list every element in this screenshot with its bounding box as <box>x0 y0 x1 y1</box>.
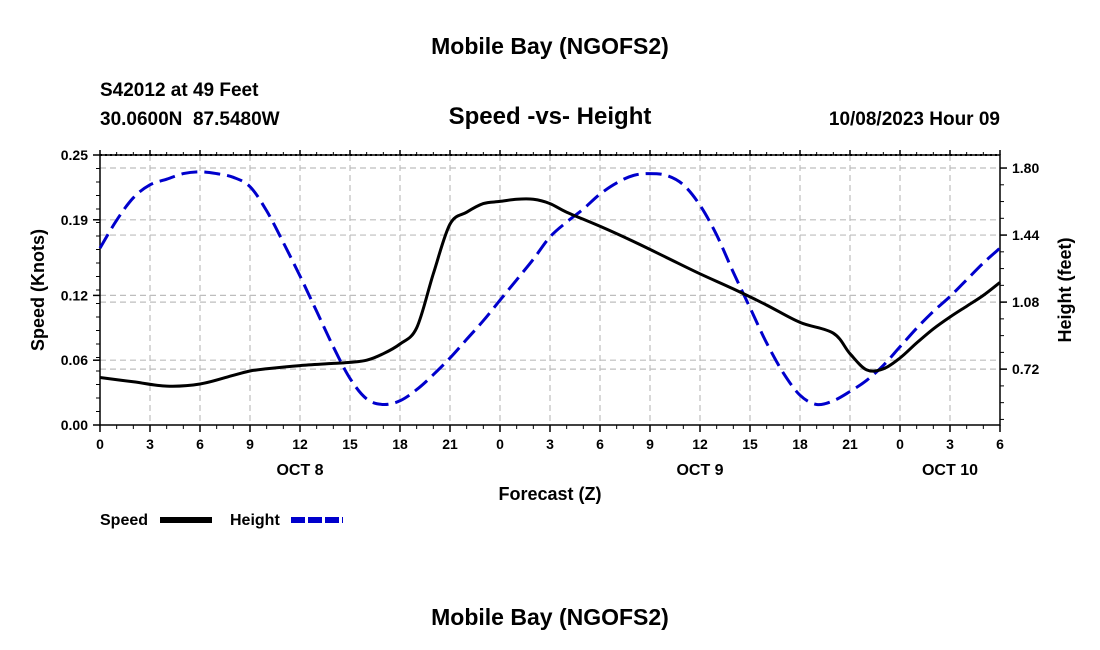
left-tick-label: 0.25 <box>61 147 88 163</box>
x-axis-title: Forecast (Z) <box>498 484 601 504</box>
x-tick-label: 0 <box>496 436 504 452</box>
left-tick-label: 0.19 <box>61 212 88 228</box>
x-tick-label: 18 <box>392 436 408 452</box>
station-coordinates: 30.0600N 87.5480W <box>100 109 280 130</box>
date-label: OCT 10 <box>922 462 978 479</box>
x-tick-label: 0 <box>896 436 904 452</box>
right-axis-tick-labels: 0.72 1.08 1.44 1.80 <box>1012 160 1039 377</box>
right-axis-title: Height (feet) <box>1055 238 1075 343</box>
x-tick-label: 12 <box>692 436 708 452</box>
station-label: S42012 at 49 Feet <box>100 80 259 101</box>
legend-label-height: Height <box>230 512 280 529</box>
date-label: OCT 8 <box>276 462 323 479</box>
left-axis-tick-labels: 0.00 0.06 0.12 0.19 0.25 <box>61 147 88 433</box>
right-tick-label: 1.80 <box>1012 160 1039 176</box>
chart-title: Mobile Bay (NGOFS2) <box>431 33 669 59</box>
forecast-timestamp: 10/08/2023 Hour 09 <box>829 109 1000 130</box>
x-tick-label: 18 <box>792 436 808 452</box>
x-tick-label: 3 <box>946 436 954 452</box>
x-tick-label: 21 <box>842 436 858 452</box>
chart-subtitle: Speed -vs- Height <box>449 103 652 130</box>
gridlines <box>100 155 1000 425</box>
x-tick-label: 12 <box>292 436 308 452</box>
x-tick-label: 6 <box>196 436 204 452</box>
left-tick-label: 0.00 <box>61 417 88 433</box>
x-tick-label: 9 <box>246 436 254 452</box>
left-tick-label: 0.06 <box>61 352 88 368</box>
x-tick-label: 0 <box>96 436 104 452</box>
x-tick-label: 15 <box>742 436 758 452</box>
x-tick-label: 15 <box>342 436 358 452</box>
left-axis-title: Speed (Knots) <box>28 229 48 351</box>
right-tick-label: 1.44 <box>1012 227 1039 243</box>
x-tick-label: 6 <box>596 436 604 452</box>
x-tick-label: 6 <box>996 436 1004 452</box>
legend-label-speed: Speed <box>100 512 148 529</box>
series-height-line <box>98 170 1001 407</box>
series-speed-line <box>99 197 1001 388</box>
footer-title: Mobile Bay (NGOFS2) <box>431 604 669 630</box>
right-tick-label: 1.08 <box>1012 294 1039 310</box>
x-tick-label: 21 <box>442 436 458 452</box>
right-tick-label: 0.72 <box>1012 361 1039 377</box>
x-axis-tick-labels: 0 3 6 9 12 15 18 21 0 3 6 9 12 15 18 21 0 3 6 <box>96 436 1004 452</box>
x-axis-date-labels: OCT 8 OCT 9 OCT 10 <box>276 462 978 479</box>
date-label: OCT 9 <box>676 462 723 479</box>
left-tick-label: 0.12 <box>61 287 88 303</box>
axis-ticks <box>93 150 1007 432</box>
x-tick-label: 3 <box>546 436 554 452</box>
x-tick-label: 3 <box>146 436 154 452</box>
x-tick-label: 9 <box>646 436 654 452</box>
legend: Speed Height <box>100 512 343 529</box>
